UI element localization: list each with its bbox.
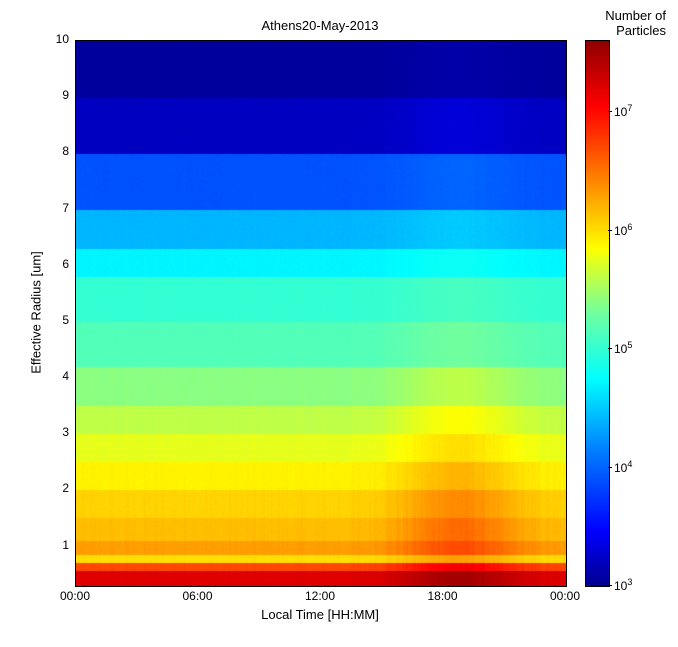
y-axis-label: Effective Radius [um] [29, 242, 44, 382]
heatmap-plot [75, 40, 567, 587]
colorbar-gradient [586, 41, 609, 586]
colorbar-tick: 104 [614, 459, 632, 475]
x-tick: 00:00 [547, 589, 583, 603]
colorbar-tick: 105 [614, 340, 632, 356]
colorbar-tick: 107 [614, 103, 632, 119]
colorbar [585, 40, 610, 587]
y-tick: 9 [47, 88, 69, 102]
y-tick: 5 [47, 313, 69, 327]
y-tick: 10 [47, 32, 69, 46]
x-tick: 12:00 [302, 589, 338, 603]
colorbar-tick: 106 [614, 222, 632, 238]
x-tick: 06:00 [180, 589, 216, 603]
x-axis-label: Local Time [HH:MM] [75, 607, 565, 622]
colorbar-tick: 103 [614, 577, 632, 593]
y-tick: 8 [47, 144, 69, 158]
y-tick: 6 [47, 257, 69, 271]
x-tick: 18:00 [425, 589, 461, 603]
y-tick: 3 [47, 425, 69, 439]
y-tick: 2 [47, 481, 69, 495]
y-tick: 7 [47, 201, 69, 215]
y-tick: 1 [47, 538, 69, 552]
y-tick: 4 [47, 369, 69, 383]
colorbar-label: Number ofParticles [576, 8, 666, 38]
x-tick: 00:00 [57, 589, 93, 603]
chart-container: Athens20-May-2013 Effective Radius [um] … [0, 0, 678, 647]
chart-title: Athens20-May-2013 [75, 18, 565, 33]
